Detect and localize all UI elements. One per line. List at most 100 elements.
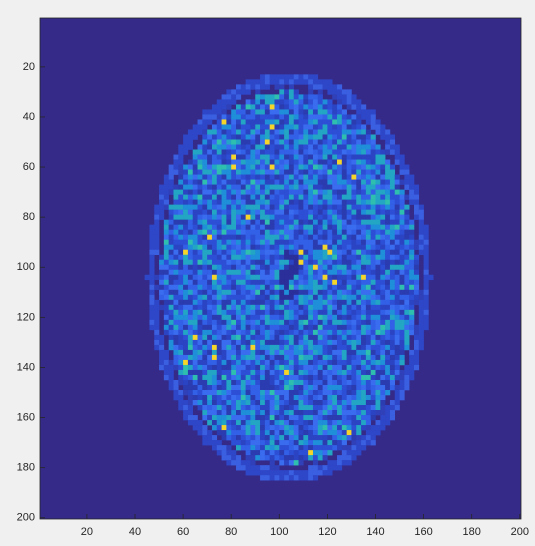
scan-pixel [202, 240, 207, 245]
scan-pixel [371, 365, 376, 370]
scan-pixel [414, 285, 419, 290]
scan-pixel [395, 150, 400, 155]
scan-pixel [375, 295, 380, 300]
scan-pixel [308, 230, 313, 235]
scan-pixel [385, 275, 390, 280]
scan-pixel [313, 165, 318, 170]
scan-pixel [303, 215, 308, 220]
scan-pixel [159, 255, 164, 260]
scan-pixel [279, 280, 284, 285]
scan-pixel [226, 320, 231, 325]
scan-pixel [332, 345, 337, 350]
scan-pixel [279, 400, 284, 405]
scan-pixel [337, 330, 342, 335]
scan-pixel [308, 415, 313, 420]
scan-pixel [351, 285, 356, 290]
scan-pixel [299, 109, 304, 114]
scan-pixel [212, 210, 217, 215]
scan-pixel [303, 350, 308, 355]
scan-pixel [419, 325, 424, 330]
scan-pixel [337, 145, 342, 150]
scan-pixel [270, 74, 275, 79]
scan-pixel [260, 165, 265, 170]
scan-pixel [375, 185, 380, 190]
scan-pixel [217, 230, 222, 235]
scan-pixel [207, 119, 212, 124]
scan-pixel [323, 230, 328, 235]
scan-pixel [419, 300, 424, 305]
scan-pixel [342, 155, 347, 160]
scan-pixel [332, 94, 337, 99]
scan-pixel [274, 200, 279, 205]
scan-pixel [289, 320, 294, 325]
scan-pixel [303, 235, 308, 240]
scan-pixel [395, 295, 400, 300]
scan-pixel [231, 124, 236, 129]
scan-pixel [222, 170, 227, 175]
scan-pixel [351, 385, 356, 390]
scan-pixel [308, 79, 313, 84]
scan-pixel [236, 305, 241, 310]
scan-pixel [356, 450, 361, 455]
scan-pixel [236, 195, 241, 200]
scan-pixel [318, 119, 323, 124]
scan-pixel [265, 220, 270, 225]
scan-pixel [347, 280, 352, 285]
scan-pixel [366, 300, 371, 305]
scan-pixel [212, 290, 217, 295]
scan-pixel [318, 375, 323, 380]
scan-pixel [236, 114, 241, 119]
scan-pixel [149, 280, 154, 285]
scan-pixel [164, 370, 169, 375]
scan-pixel [164, 360, 169, 365]
scan-pixel [246, 230, 251, 235]
scan-pixel [284, 405, 289, 410]
scan-pixel [212, 410, 217, 415]
scan-pixel [347, 360, 352, 365]
scan-pixel [371, 375, 376, 380]
scan-pixel [323, 280, 328, 285]
scan-pixel [241, 89, 246, 94]
scan-pixel [342, 345, 347, 350]
scan-pixel [337, 155, 342, 160]
scan-pixel [294, 420, 299, 425]
scan-pixel [274, 340, 279, 345]
scan-pixel [207, 150, 212, 155]
scan-pixel [356, 420, 361, 425]
scan-pixel [260, 225, 265, 230]
scan-pixel [274, 185, 279, 190]
scan-pixel [217, 99, 222, 104]
scan-pixel [250, 430, 255, 435]
scan-pixel [217, 180, 222, 185]
scan-pixel [207, 245, 212, 250]
scan-pixel [366, 400, 371, 405]
scan-pixel [380, 175, 385, 180]
scan-pixel [217, 405, 222, 410]
scan-pixel [308, 320, 313, 325]
scan-pixel [308, 275, 313, 280]
scan-pixel [255, 415, 260, 420]
scan-pixel [337, 430, 342, 435]
scan-pixel [294, 170, 299, 175]
scan-pixel [380, 280, 385, 285]
scan-pixel [231, 170, 236, 175]
scan-pixel [390, 365, 395, 370]
scan-pixel [375, 210, 380, 215]
scan-pixel [236, 250, 241, 255]
scan-pixel [260, 255, 265, 260]
scan-pixel [318, 275, 323, 280]
scan-pixel [217, 300, 222, 305]
scan-pixel [356, 405, 361, 410]
scan-pixel [260, 305, 265, 310]
scan-pixel [323, 170, 328, 175]
scan-pixel [246, 325, 251, 330]
scan-pixel [409, 355, 414, 360]
scan-pixel [217, 305, 222, 310]
scan-pixel [289, 114, 294, 119]
scan-pixel [371, 405, 376, 410]
scan-pixel [173, 255, 178, 260]
figure: 2040608010012014016018020020406080100120… [0, 0, 535, 546]
scan-pixel [414, 280, 419, 285]
scan-pixel [366, 210, 371, 215]
scan-pixel [299, 235, 304, 240]
